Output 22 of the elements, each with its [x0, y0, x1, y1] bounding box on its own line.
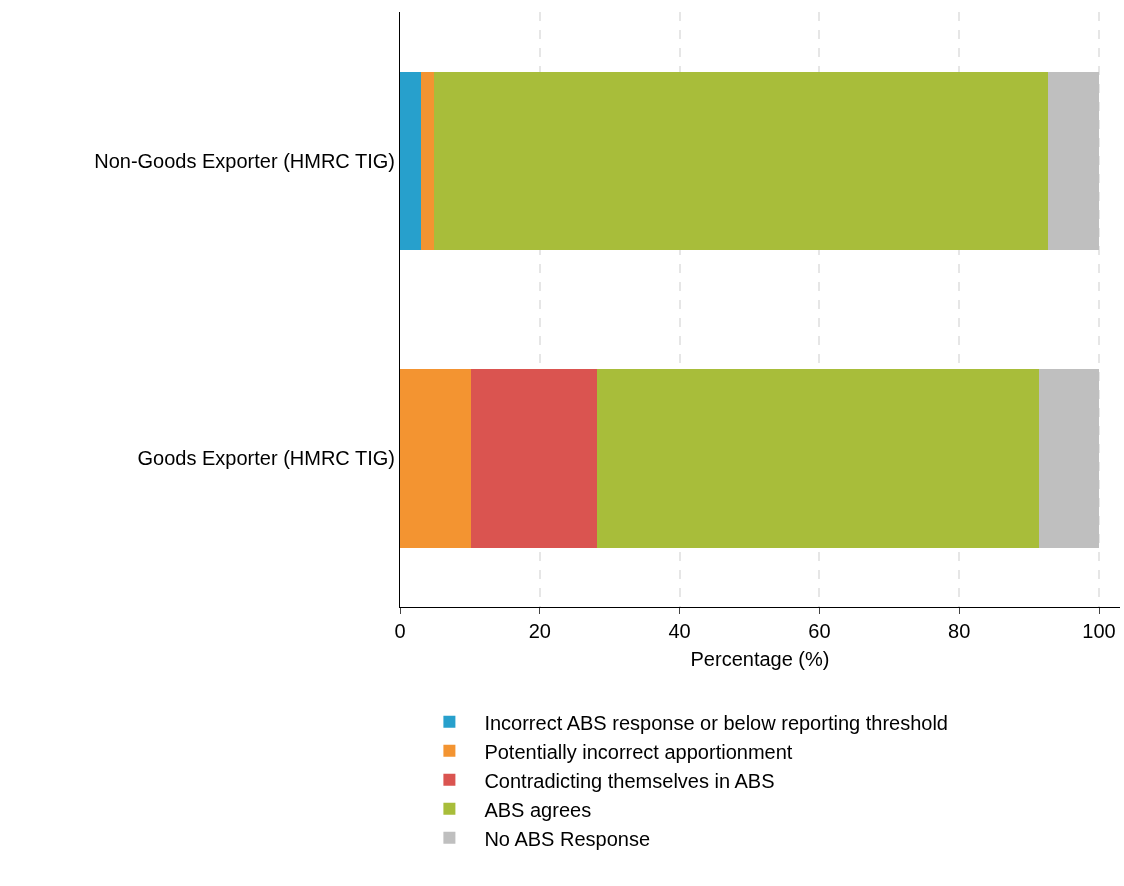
- bar: [1038, 369, 1100, 548]
- legend-label: Contradicting themselves in ABS: [484, 769, 775, 792]
- bar: [400, 369, 472, 548]
- bar: [420, 71, 435, 250]
- bar: [434, 71, 1048, 250]
- bar: [400, 71, 421, 250]
- legend-label: Potentially incorrect apportionment: [484, 740, 793, 763]
- legend-label: No ABS Response: [484, 827, 651, 850]
- y-tick-label: Goods Exporter (HMRC TIG): [137, 447, 395, 470]
- y-tick-label: Non-Goods Exporter (HMRC TIG): [94, 149, 395, 172]
- x-tick-label: 80: [948, 620, 971, 642]
- x-tick-label: 40: [668, 620, 691, 642]
- bar: [597, 369, 1039, 548]
- x-axis-title: Percentage (%): [690, 647, 830, 670]
- x-tick-label: 60: [808, 620, 831, 642]
- bar: [1048, 71, 1100, 250]
- x-tick-label: 20: [528, 620, 551, 642]
- legend-label: ABS agrees: [484, 798, 592, 821]
- bar: [471, 369, 598, 548]
- x-tick-label: 0: [394, 620, 406, 642]
- x-tick-label: 100: [1082, 620, 1116, 642]
- legend-label: Incorrect ABS response or below reporting threshold: [484, 711, 948, 734]
